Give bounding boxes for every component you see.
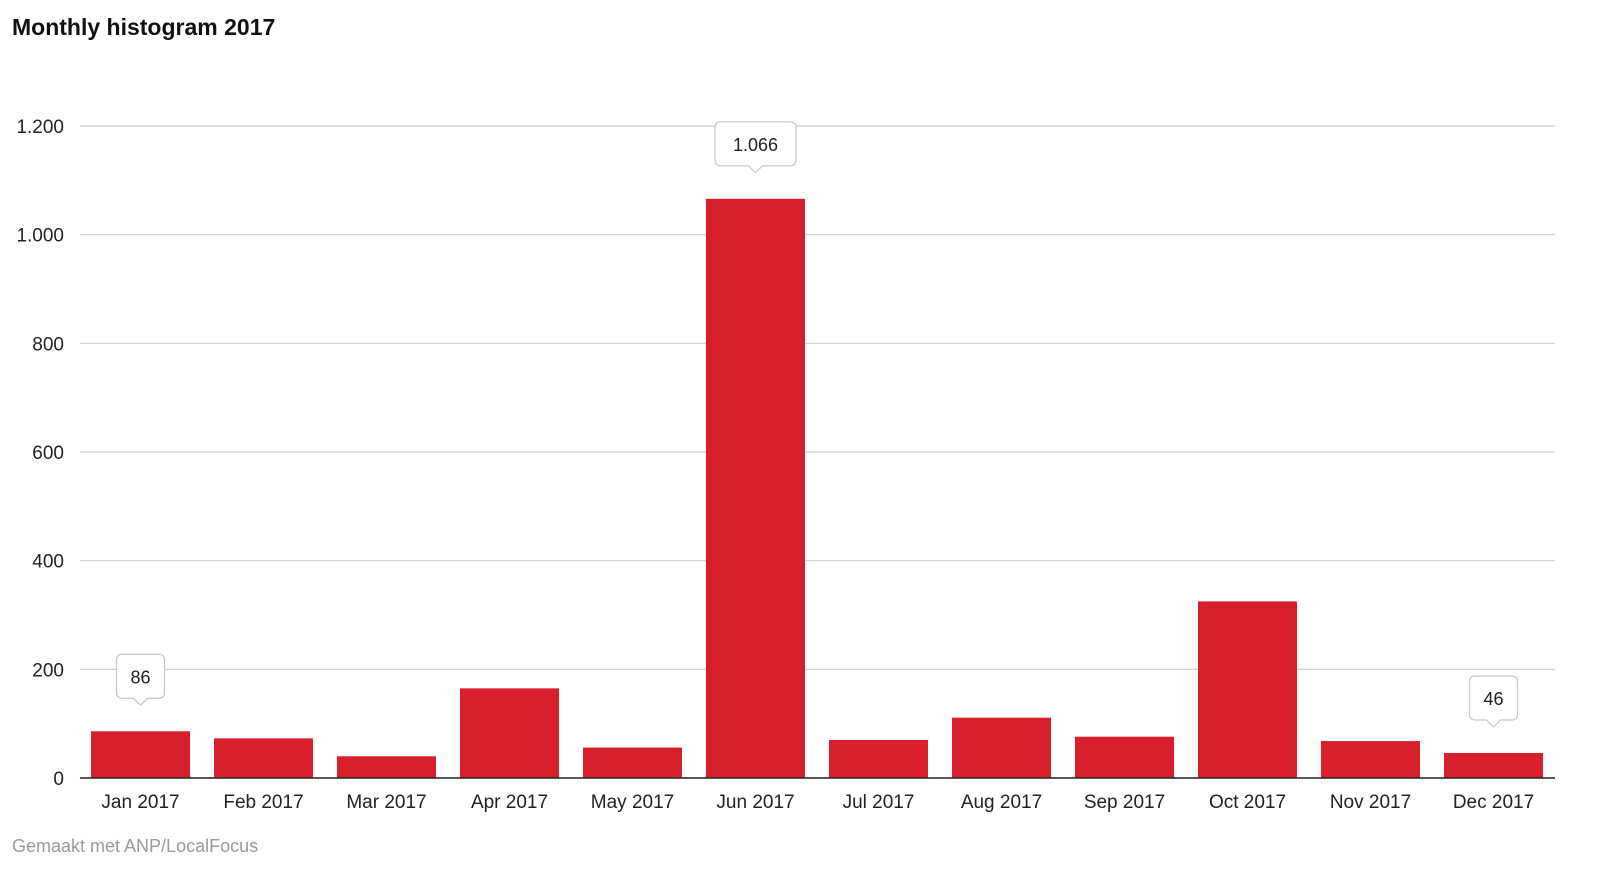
callout-box — [714, 121, 797, 174]
callout-label: 46 — [1483, 689, 1503, 709]
x-tick-label: Feb 2017 — [223, 792, 303, 813]
bar[interactable] — [1075, 736, 1174, 778]
y-tick-label: 600 — [32, 443, 64, 464]
grid-lines — [80, 125, 1555, 670]
y-tick-label: 1.000 — [16, 226, 64, 247]
footer-credit: Gemaakt met ANP/LocalFocus — [12, 836, 259, 856]
x-axis-tick-labels: Jan 2017 Feb 2017 Mar 2017 Apr 2017 May 2017… — [101, 792, 1534, 813]
bar[interactable] — [1321, 741, 1420, 778]
bar[interactable] — [829, 739, 928, 778]
value-callout: 46 — [1468, 675, 1519, 728]
x-tick-label: May 2017 — [591, 792, 674, 813]
bar[interactable] — [583, 747, 682, 778]
y-tick-label: 800 — [32, 334, 64, 355]
bar[interactable] — [91, 731, 190, 778]
bar[interactable] — [706, 198, 805, 779]
y-tick-label: 200 — [32, 660, 64, 681]
bar[interactable] — [1444, 753, 1543, 778]
bar[interactable] — [952, 717, 1051, 778]
value-callout: 1.066 — [714, 121, 797, 174]
callout-label: 86 — [130, 667, 150, 687]
y-tick-label: 1.200 — [16, 117, 64, 138]
x-tick-label: Sep 2017 — [1084, 792, 1165, 813]
callout-box — [115, 653, 166, 707]
value-callout: 86 — [115, 653, 166, 707]
bar[interactable] — [214, 738, 313, 778]
x-tick-label: Aug 2017 — [961, 792, 1042, 813]
x-tick-label: Nov 2017 — [1330, 792, 1411, 813]
bars — [91, 198, 1543, 779]
x-tick-label: Oct 2017 — [1209, 792, 1286, 813]
bar[interactable] — [337, 756, 436, 778]
x-tick-label: Mar 2017 — [346, 792, 426, 813]
chart-title: Monthly histogram 2017 — [12, 14, 276, 40]
y-tick-label: 400 — [32, 552, 64, 573]
bar[interactable] — [1198, 601, 1297, 778]
y-tick-label: 0 — [53, 769, 64, 790]
bar[interactable] — [460, 688, 559, 778]
callout-box — [1468, 675, 1519, 728]
bar-chart: 0 200 400 600 800 1.000 1.200 Jan 2017 Feb 2017… — [16, 117, 1555, 813]
value-callouts: 86 1.066 46 — [115, 121, 1519, 728]
x-tick-label: Jun 2017 — [716, 792, 794, 813]
x-tick-label: Dec 2017 — [1453, 792, 1534, 813]
x-tick-label: Jan 2017 — [101, 792, 179, 813]
callout-label: 1.066 — [733, 135, 778, 155]
x-tick-label: Apr 2017 — [471, 792, 548, 813]
y-axis-tick-labels: 0 200 400 600 800 1.000 1.200 — [16, 117, 64, 790]
x-tick-label: Jul 2017 — [843, 792, 915, 813]
